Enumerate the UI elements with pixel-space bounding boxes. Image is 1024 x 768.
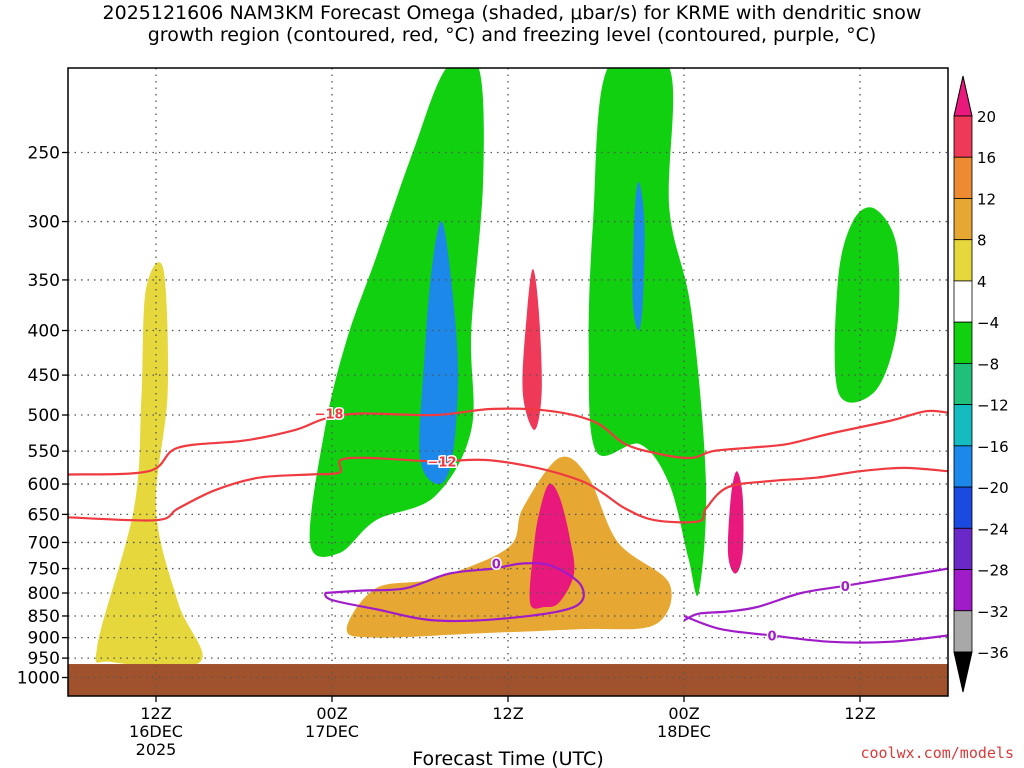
colorbar-bin bbox=[953, 115, 973, 158]
x-tick-label: 16DEC bbox=[129, 722, 183, 741]
colorbar-bin bbox=[953, 486, 973, 529]
colorbar-legend: 20 16 12 8 4 −4 −8 −12 −16 −20 −24 −28 −32 −36 bbox=[953, 75, 1009, 693]
x-tick-label: 12Z bbox=[140, 704, 171, 723]
y-tick-label: 600 bbox=[28, 475, 60, 495]
colorbar-bin bbox=[953, 321, 973, 364]
colorbar-bin bbox=[953, 198, 973, 241]
colorbar-label: −36 bbox=[977, 644, 1009, 662]
colorbar-bin bbox=[953, 445, 973, 488]
colorbar-bin bbox=[953, 527, 973, 570]
y-tick-label: 700 bbox=[28, 533, 60, 553]
contour-line bbox=[68, 407, 948, 476]
x-tick-label: 12Z bbox=[492, 704, 523, 723]
colorbar-label: −32 bbox=[977, 603, 1009, 621]
source-credit: coolwx.com/models bbox=[860, 744, 1014, 762]
colorbar-label: −4 bbox=[977, 314, 999, 332]
colorbar-bin bbox=[953, 569, 973, 612]
shaded-region bbox=[727, 471, 744, 574]
shaded-region bbox=[632, 181, 645, 331]
colorbar-bin bbox=[953, 362, 973, 406]
colorbar-bin bbox=[953, 156, 973, 199]
shaded-region bbox=[522, 269, 542, 430]
y-tick-label: 550 bbox=[28, 442, 60, 462]
colorbar-label: 8 bbox=[977, 232, 987, 250]
colorbar-label: 12 bbox=[977, 190, 996, 208]
chart-title-line-1: 2025121606 NAM3KM Forecast Omega (shaded… bbox=[102, 2, 922, 24]
y-tick-label: 450 bbox=[28, 366, 60, 386]
colorbar-label: −8 bbox=[977, 355, 999, 373]
contour-label: −18 bbox=[315, 407, 344, 422]
contour-line bbox=[683, 614, 948, 644]
colorbar-label: −16 bbox=[977, 438, 1009, 456]
shaded-region bbox=[95, 262, 203, 668]
colorbar-bin bbox=[953, 404, 973, 447]
axes: 2503003504004505005506006507007508008509… bbox=[17, 67, 949, 759]
colorbar-bin bbox=[953, 239, 973, 282]
colorbar-label: 20 bbox=[977, 108, 996, 126]
y-tick-label: 500 bbox=[28, 406, 60, 426]
grid-lines bbox=[68, 68, 948, 696]
colorbar-bin bbox=[953, 280, 973, 323]
shaded-region bbox=[419, 221, 459, 485]
colorbar-label: 16 bbox=[977, 149, 996, 167]
contour-label: 0 bbox=[841, 580, 850, 595]
y-tick-label: 850 bbox=[28, 607, 60, 627]
colorbar-label: −12 bbox=[977, 397, 1009, 415]
x-axis-label: Forecast Time (UTC) bbox=[412, 748, 603, 768]
y-tick-label: 300 bbox=[28, 213, 60, 233]
shaded-region bbox=[834, 207, 900, 403]
contour-line bbox=[68, 456, 948, 524]
x-tick-label: 17DEC bbox=[305, 722, 359, 741]
y-tick-label: 950 bbox=[28, 649, 60, 669]
colorbar-label: 4 bbox=[977, 273, 987, 291]
y-tick-label: 900 bbox=[28, 629, 60, 649]
colorbar-label: −20 bbox=[977, 479, 1009, 497]
colorbar-bin bbox=[953, 610, 973, 653]
y-tick-label: 250 bbox=[28, 144, 60, 164]
plot-area: −18 −12 0 0 0 bbox=[68, 68, 948, 696]
colorbar-over-arrow bbox=[953, 75, 973, 117]
contour-label: 0 bbox=[767, 630, 776, 645]
contour-label: 0 bbox=[492, 557, 501, 572]
shaded-region bbox=[588, 68, 707, 596]
contour-label: −12 bbox=[428, 455, 457, 470]
chart-title-line-2: growth region (contoured, red, °C) and f… bbox=[147, 24, 877, 46]
y-tick-label: 400 bbox=[28, 322, 60, 342]
shaded-region bbox=[346, 456, 672, 638]
colorbar-under-arrow bbox=[953, 651, 973, 693]
y-tick-label: 650 bbox=[28, 505, 60, 525]
colorbar-label: −28 bbox=[977, 562, 1009, 580]
x-tick-label: 2025 bbox=[136, 740, 177, 759]
x-tick-label: 18DEC bbox=[657, 722, 711, 741]
x-tick-label: 00Z bbox=[316, 704, 347, 723]
y-tick-label: 750 bbox=[28, 560, 60, 580]
x-tick-label: 00Z bbox=[668, 704, 699, 723]
contour-line bbox=[683, 567, 948, 622]
y-tick-label: 1000 bbox=[17, 669, 60, 689]
y-tick-label: 800 bbox=[28, 584, 60, 604]
x-tick-label: 12Z bbox=[844, 704, 875, 723]
contour-line bbox=[323, 562, 585, 623]
y-tick-label: 350 bbox=[28, 271, 60, 291]
shaded-region bbox=[309, 68, 484, 557]
colorbar-label: −24 bbox=[977, 520, 1009, 538]
